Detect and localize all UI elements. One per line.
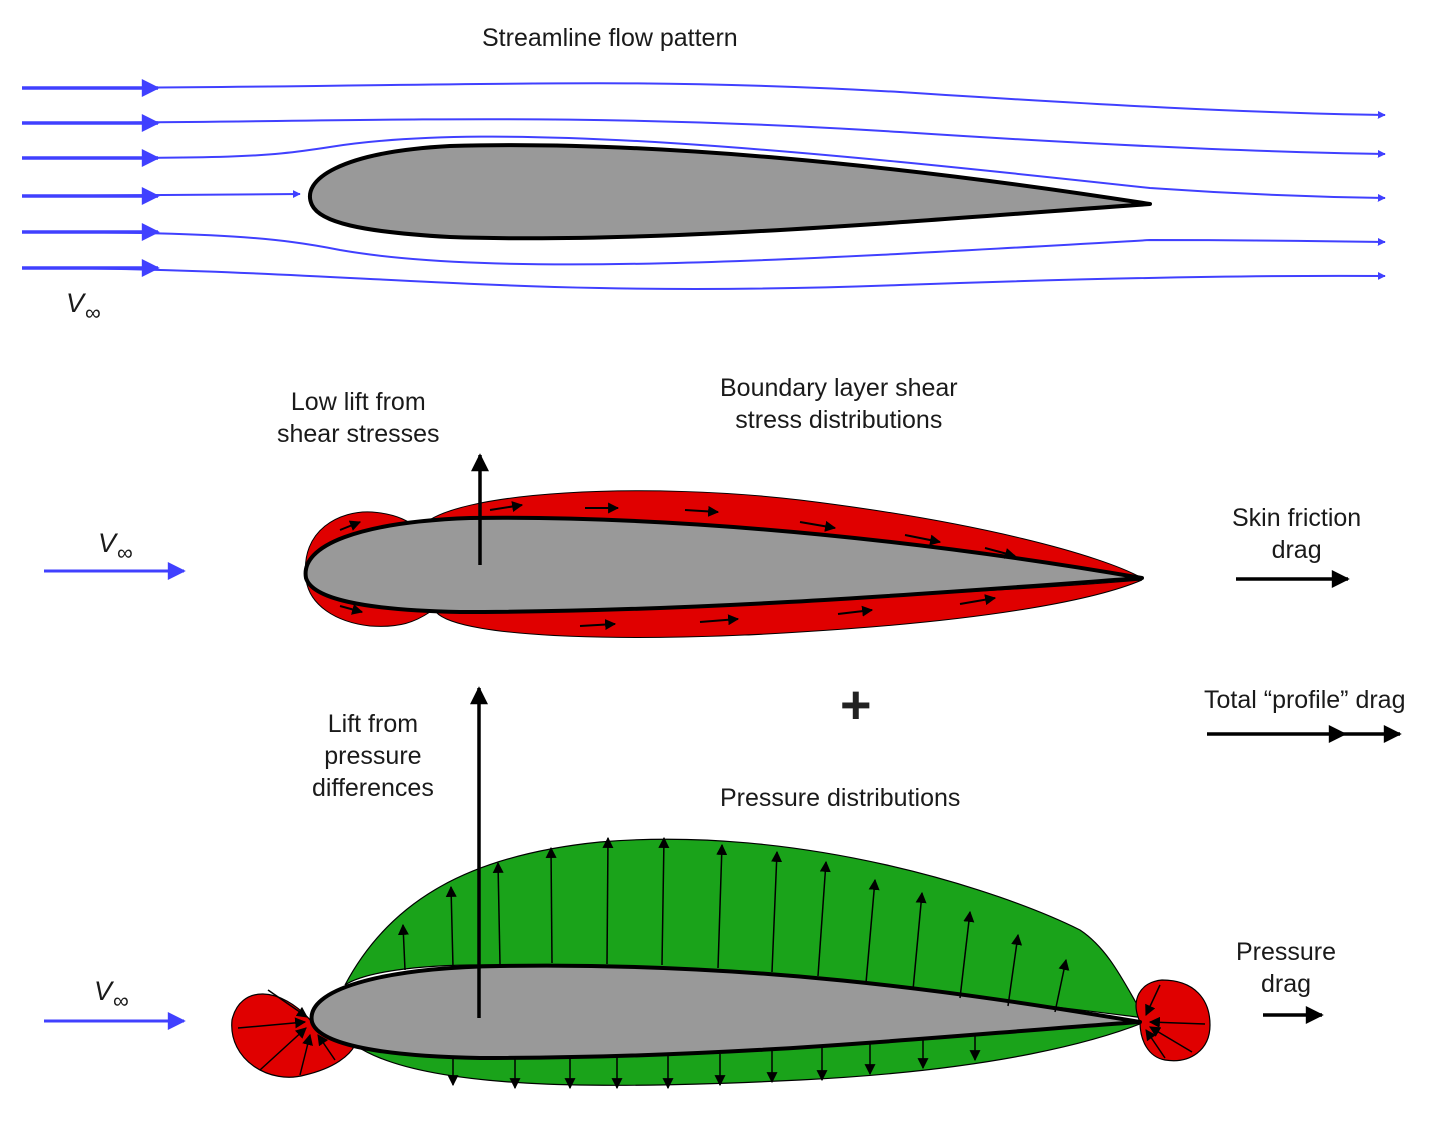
shear-title: Boundary layer shear stress distribution… (720, 372, 958, 436)
pressure-lift-label: Lift from pressure differences (312, 708, 434, 804)
shear-title-line2: stress distributions (735, 406, 943, 434)
shear-lift-label: Low lift from shear stresses (277, 386, 440, 450)
pressure-drag-label: Pressure drag (1236, 936, 1336, 1000)
plus-sign: + (840, 675, 872, 735)
pressure-drag-line2: drag (1261, 970, 1312, 998)
streamline-title: Streamline flow pattern (482, 24, 738, 52)
total-profile-drag-label: Total “profile” drag (1204, 686, 1406, 714)
airfoil-bottom (309, 963, 1142, 1060)
shear-arrows (339, 501, 1017, 631)
freestream-symbol: V (94, 976, 113, 1006)
streamline-2 (21, 118, 1386, 158)
shear-lift-line2: shear stresses (277, 420, 440, 448)
pressure-lift-line2: pressure (324, 742, 422, 770)
shear-lift-line1: Low lift from (290, 388, 426, 416)
shear-title-line1: Boundary layer shear (720, 374, 958, 402)
inflow-arrows (22, 79, 160, 277)
streamlines (21, 82, 1386, 290)
skin-friction-line2: drag (1271, 536, 1322, 564)
streamline-5 (21, 231, 1386, 266)
freestream-label-top: V∞ (66, 288, 101, 328)
streamline-3 (21, 135, 1386, 202)
streamline-panel (21, 79, 1386, 290)
pressure-lift-line3: differences (312, 774, 434, 802)
freestream-subscript: ∞ (117, 540, 133, 565)
airfoil-top (308, 143, 1152, 241)
shear-panel (44, 453, 1350, 638)
streamline-6 (21, 267, 1386, 290)
airfoil-middle (303, 515, 1144, 614)
skin-friction-line1: Skin friction (1232, 504, 1362, 532)
freestream-symbol: V (98, 528, 117, 558)
freestream-subscript: ∞ (85, 300, 101, 325)
streamline-1 (21, 82, 1386, 119)
pressure-drag-line1: Pressure (1236, 938, 1337, 966)
suction-arrows (397, 836, 1070, 1013)
skin-friction-drag-label: Skin friction drag (1232, 502, 1361, 566)
stagnation-arrows (237, 984, 1206, 1076)
pressure-arrows (447, 1034, 981, 1090)
pressure-panel (44, 686, 1324, 1090)
pressure-lift-line1: Lift from (327, 710, 419, 738)
freestream-subscript: ∞ (113, 988, 129, 1013)
freestream-label-middle: V∞ (98, 528, 133, 568)
pressure-title: Pressure distributions (720, 784, 961, 812)
freestream-label-bottom: V∞ (94, 976, 129, 1016)
freestream-symbol: V (66, 288, 85, 318)
pressure-bulb-trailing-edge (1135, 979, 1211, 1062)
